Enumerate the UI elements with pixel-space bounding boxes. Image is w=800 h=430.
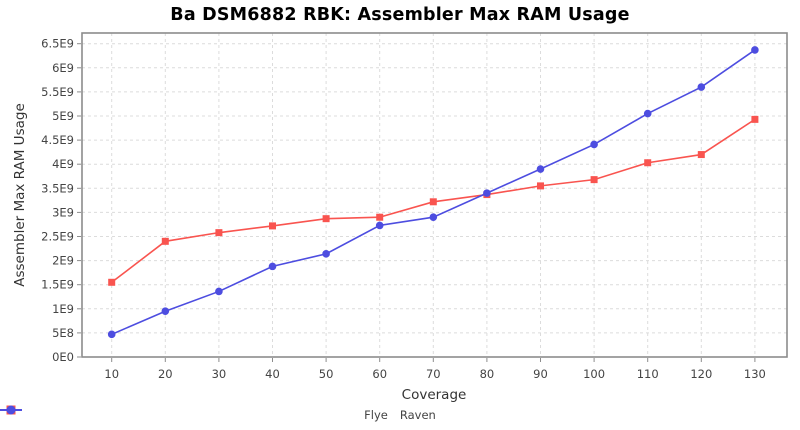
svg-text:50: 50 xyxy=(319,367,334,381)
svg-text:110: 110 xyxy=(637,367,659,381)
svg-text:1.5E9: 1.5E9 xyxy=(41,278,74,292)
data-point-flye-30 xyxy=(215,229,223,237)
series-raven xyxy=(107,46,759,339)
data-point-flye-120 xyxy=(697,151,705,159)
data-point-raven-110 xyxy=(643,109,652,118)
data-point-flye-20 xyxy=(161,237,169,245)
svg-text:70: 70 xyxy=(426,367,441,381)
data-point-flye-40 xyxy=(269,222,276,230)
data-point-raven-90 xyxy=(536,165,545,173)
data-point-raven-20 xyxy=(161,307,170,316)
svg-text:20: 20 xyxy=(158,367,173,381)
svg-text:3.5E9: 3.5E9 xyxy=(41,181,74,195)
data-point-raven-100 xyxy=(590,140,598,149)
data-point-flye-70 xyxy=(429,198,437,206)
legend-item-raven: Raven xyxy=(0,405,436,422)
svg-text:60: 60 xyxy=(372,367,387,381)
data-point-raven-130 xyxy=(751,46,759,54)
svg-text:100: 100 xyxy=(583,367,605,381)
chart-title: Ba DSM6882 RBK: Assembler Max RAM Usage xyxy=(170,5,630,25)
svg-text:120: 120 xyxy=(690,367,712,381)
data-point-flye-130 xyxy=(751,115,759,123)
data-point-flye-50 xyxy=(322,215,330,223)
svg-text:5E9: 5E9 xyxy=(52,109,74,123)
svg-text:5E8: 5E8 xyxy=(52,326,74,340)
svg-text:130: 130 xyxy=(744,367,766,381)
data-point-flye-10 xyxy=(108,278,116,286)
svg-text:3E9: 3E9 xyxy=(52,205,74,219)
svg-text:1E9: 1E9 xyxy=(52,302,74,316)
legend-label-flye: Flye xyxy=(364,408,388,422)
x-axis-label: Coverage xyxy=(402,387,467,403)
svg-text:80: 80 xyxy=(480,367,495,381)
svg-text:5.5E9: 5.5E9 xyxy=(41,85,74,99)
data-point-raven-30 xyxy=(215,287,223,296)
data-point-raven-50 xyxy=(322,250,330,258)
svg-text:6.5E9: 6.5E9 xyxy=(41,37,74,51)
data-series xyxy=(107,46,759,339)
svg-text:2.5E9: 2.5E9 xyxy=(41,230,74,244)
svg-text:4E9: 4E9 xyxy=(52,157,74,171)
data-point-flye-60 xyxy=(376,213,384,221)
data-point-flye-110 xyxy=(644,159,652,167)
y-axis-label: Assembler Max RAM Usage xyxy=(12,103,28,287)
legend: Flye Raven xyxy=(0,405,800,425)
data-point-raven-120 xyxy=(697,83,706,91)
data-point-flye-90 xyxy=(537,182,544,190)
svg-text:6E9: 6E9 xyxy=(52,61,74,75)
data-point-raven-60 xyxy=(375,221,384,230)
svg-text:0E0: 0E0 xyxy=(52,350,74,364)
svg-text:10: 10 xyxy=(104,367,119,381)
axis-ticks: 10 20 30 40 50 60 70 80 90 100 110 120 130 0E0 5E8 1E9 1… xyxy=(41,37,766,381)
raven-series-marker-icon xyxy=(0,405,22,415)
svg-text:4.5E9: 4.5E9 xyxy=(41,133,74,147)
data-point-raven-80 xyxy=(483,189,491,197)
svg-text:2E9: 2E9 xyxy=(52,254,74,268)
legend-label-raven: Raven xyxy=(399,408,436,422)
data-point-raven-70 xyxy=(429,213,438,222)
legend-item-flye: Flye xyxy=(0,405,388,422)
svg-text:30: 30 xyxy=(212,367,227,381)
svg-text:40: 40 xyxy=(265,367,280,381)
svg-text:90: 90 xyxy=(533,367,548,381)
data-point-flye-100 xyxy=(590,176,598,184)
data-point-raven-10 xyxy=(107,330,116,339)
plot-border xyxy=(81,32,788,358)
gridlines xyxy=(82,33,787,357)
data-point-raven-40 xyxy=(268,262,277,271)
